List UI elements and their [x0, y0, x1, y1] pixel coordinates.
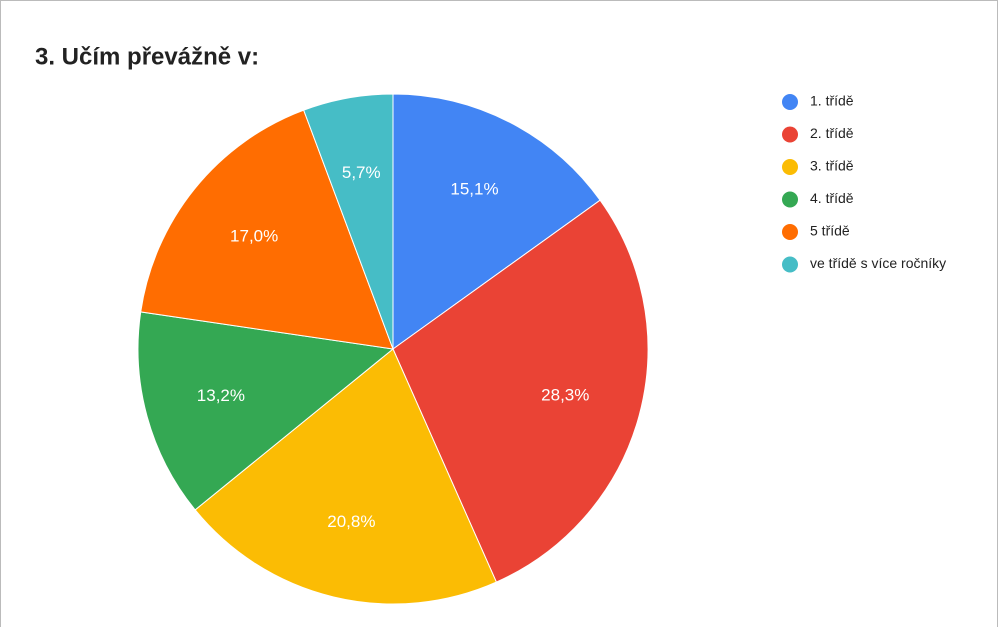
pie-slice: [392, 93, 601, 350]
legend-swatch: [782, 224, 798, 240]
pie-slice: [140, 109, 394, 350]
legend-swatch: [782, 126, 798, 143]
slice-label: 13,2%: [197, 386, 245, 405]
legend-label: 5 třídě: [810, 223, 850, 239]
chart-title: 3. Učím převážně v:: [35, 43, 259, 70]
slice-label: 20,8%: [327, 512, 375, 531]
legend-swatch: [782, 159, 798, 175]
pie-slice: [303, 93, 394, 350]
legend-label: 2. třídě: [810, 125, 854, 141]
slice-label: 15,1%: [450, 180, 498, 199]
pie-slice: [392, 199, 649, 583]
legend-label: ve třídě s více ročníky: [810, 255, 946, 271]
legend-label: 4. třídě: [810, 190, 854, 206]
legend-label: 3. třídě: [810, 158, 854, 174]
pie-slice: [194, 348, 498, 605]
pie-slice: [137, 311, 395, 511]
legend-swatch: [782, 94, 798, 110]
legend-label: 1. třídě: [810, 93, 854, 109]
slice-label: 17,0%: [230, 226, 278, 245]
legend-swatch: [782, 191, 798, 208]
slice-label: 5,7%: [342, 163, 381, 182]
slice-label: 28,3%: [541, 385, 589, 404]
legend-swatch: [782, 256, 798, 273]
